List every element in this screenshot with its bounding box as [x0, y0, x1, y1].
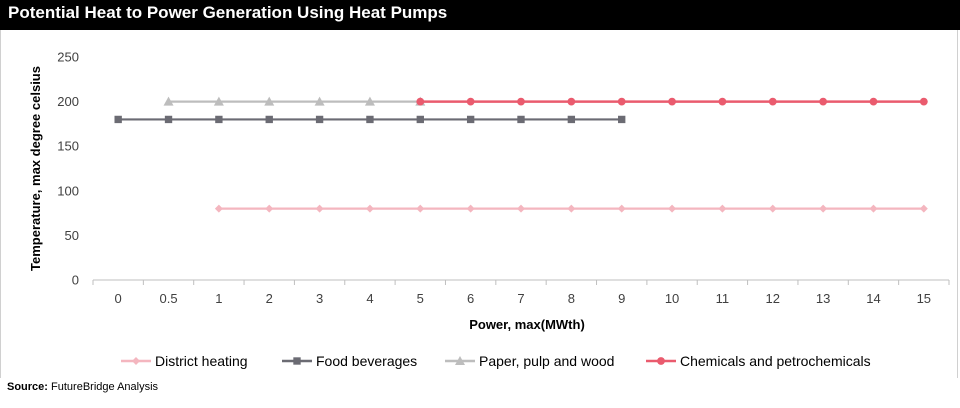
data-point — [214, 204, 223, 213]
data-point — [416, 97, 425, 106]
data-point — [819, 97, 828, 106]
legend-label: Chemicals and petrochemicals — [680, 353, 871, 369]
data-point — [314, 96, 325, 106]
data-point — [164, 115, 173, 124]
data-point — [517, 97, 525, 106]
legend-item: Paper, pulp and wood — [445, 353, 614, 369]
y-tick-label: 150 — [57, 139, 79, 154]
data-point — [213, 96, 224, 106]
data-point — [668, 97, 676, 106]
source-note: Source: FutureBridge Analysis — [7, 381, 158, 393]
y-tick-label: 50 — [65, 228, 79, 243]
data-point — [365, 204, 374, 213]
y-axis-title: Temperature, max degree celsius — [28, 66, 43, 271]
data-point — [215, 115, 223, 124]
data-point — [617, 97, 626, 106]
series — [163, 96, 426, 106]
data-point — [517, 115, 525, 124]
source-text: FutureBridge Analysis — [47, 381, 159, 393]
data-point — [718, 204, 727, 213]
data-point — [668, 204, 677, 213]
data-point — [869, 204, 878, 213]
data-point — [869, 97, 878, 106]
x-tick-label: 4 — [366, 291, 373, 306]
data-point — [416, 204, 425, 213]
data-point — [132, 357, 140, 365]
x-axis-title: Power, max(MWth) — [469, 317, 585, 332]
data-point — [567, 97, 576, 106]
x-tick-label: 6 — [467, 291, 474, 306]
data-point — [768, 204, 777, 213]
x-tick-label: 3 — [316, 291, 323, 306]
x-tick-label: 2 — [266, 291, 273, 306]
series — [214, 204, 928, 213]
data-point — [819, 204, 828, 213]
data-point — [163, 96, 174, 106]
data-point — [466, 204, 475, 213]
legend-item: Chemicals and petrochemicals — [646, 353, 871, 369]
data-point — [768, 97, 777, 106]
data-point — [718, 97, 727, 106]
y-tick-label: 0 — [72, 273, 79, 288]
series — [114, 115, 626, 124]
x-tick-label: 12 — [766, 291, 780, 306]
data-point — [919, 204, 928, 213]
data-point — [466, 97, 475, 106]
data-point — [567, 204, 576, 213]
x-tick-label: 7 — [517, 291, 524, 306]
data-point — [366, 115, 374, 124]
data-point — [315, 115, 324, 124]
x-tick-label: 8 — [568, 291, 575, 306]
legend-label: Paper, pulp and wood — [479, 353, 614, 369]
data-point — [416, 115, 424, 124]
data-point — [567, 115, 576, 124]
data-point — [919, 97, 928, 106]
data-point — [265, 204, 274, 213]
data-point — [364, 96, 375, 106]
data-point — [265, 115, 273, 124]
x-tick-label: 14 — [866, 291, 880, 306]
data-point — [455, 356, 465, 365]
x-tick-label: 9 — [618, 291, 625, 306]
chart-frame: 0 0.5 1 2 3 4 5 6 7 8 9 10 11 12 13 14 15 0 50 100 150 200 250… — [0, 30, 958, 378]
legend-item: District heating — [121, 353, 248, 369]
source-label: Source: — [7, 381, 48, 393]
data-point — [293, 357, 301, 365]
data-point — [315, 204, 324, 213]
x-tick-label: 10 — [665, 291, 679, 306]
x-tick-label: 1 — [215, 291, 222, 306]
y-tick-label: 100 — [57, 183, 79, 198]
y-tick-label: 250 — [57, 50, 79, 65]
data-point — [264, 96, 275, 106]
y-tick-label: 200 — [57, 94, 79, 109]
legend-label: District heating — [155, 353, 248, 369]
chart-title: Potential Heat to Power Generation Using… — [8, 3, 448, 22]
data-point — [466, 115, 475, 124]
series — [416, 97, 928, 106]
data-point — [657, 357, 665, 365]
x-tick-label: 13 — [816, 291, 830, 306]
x-tick-label: 11 — [716, 291, 730, 306]
x-tick-label: 15 — [917, 291, 931, 306]
x-tick-label: 0 — [115, 291, 122, 306]
line-chart: 0 0.5 1 2 3 4 5 6 7 8 9 10 11 12 13 14 15050100150200250… — [28, 50, 950, 369]
x-tick-label: 5 — [417, 291, 424, 306]
x-tick-label: 0.5 — [159, 291, 177, 306]
data-point — [114, 115, 122, 124]
title-bar: Potential Heat to Power Generation Using… — [0, 0, 960, 30]
data-point — [618, 115, 626, 124]
legend-item: Food beverages — [282, 353, 417, 369]
data-point — [617, 204, 626, 213]
legend-label: Food beverages — [316, 353, 417, 369]
data-point — [517, 204, 525, 213]
